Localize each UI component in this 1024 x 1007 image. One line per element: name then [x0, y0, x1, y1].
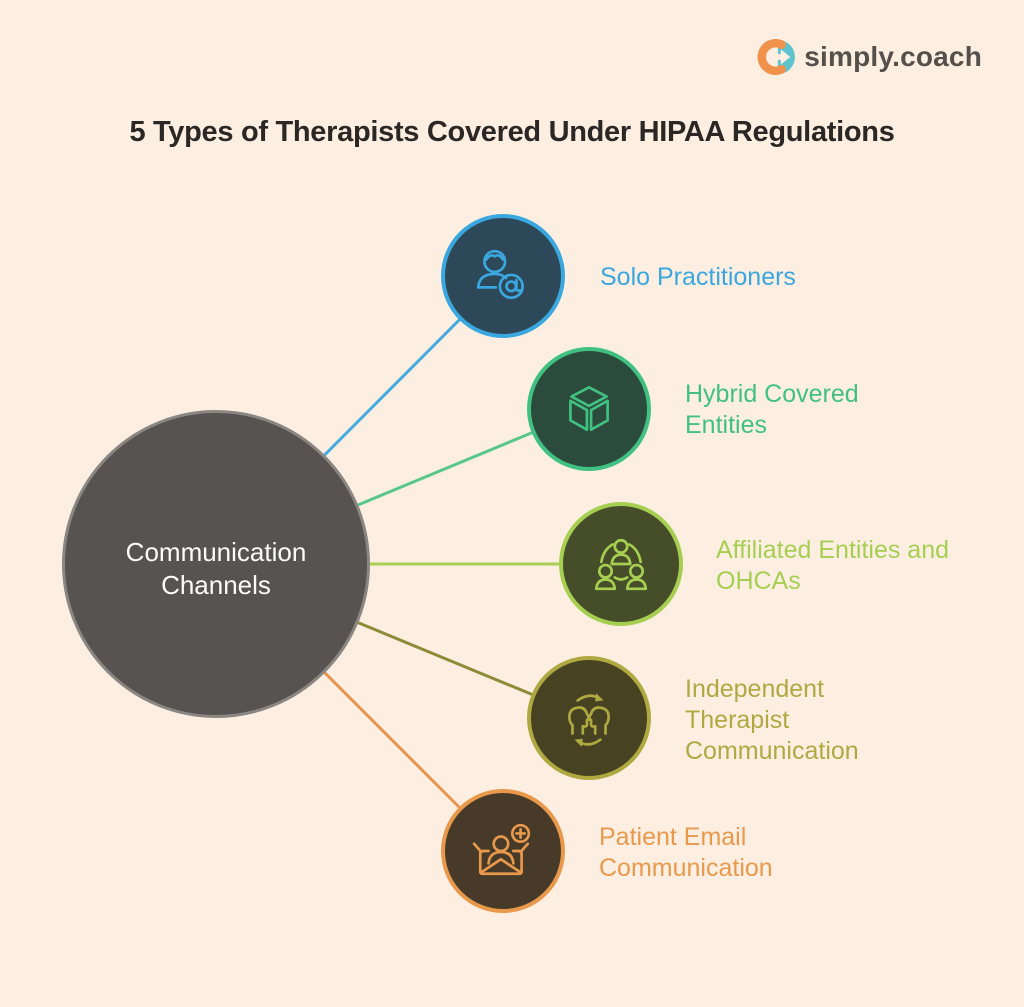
node-label: Solo Practitioners	[600, 263, 796, 291]
arrow-right-icon	[771, 49, 791, 65]
people-network-icon	[594, 538, 648, 591]
node-bubble	[441, 789, 565, 913]
node-bubble	[441, 214, 565, 338]
person-at-icon	[476, 249, 524, 300]
node-bubble	[527, 347, 651, 471]
profiles-sync-icon	[568, 693, 610, 747]
central-node-label: Communication Channels	[125, 537, 307, 600]
simply-coach-logo-icon	[757, 38, 796, 76]
node-label: Patient Email Communication	[599, 823, 773, 882]
brand-logo-text: simply.coach	[804, 41, 982, 72]
cube-icon	[569, 385, 609, 432]
node-bubble	[527, 656, 651, 780]
central-node-communication-channels: Communication Channels	[62, 410, 370, 718]
patient-email-icon	[472, 823, 531, 876]
page-title: 5 Types of Therapists Covered Under HIPA…	[129, 116, 895, 148]
node-bubble	[559, 502, 683, 626]
brand-logo: simply.coach	[757, 38, 982, 76]
node-label: Affiliated Entities and OHCAs	[716, 536, 950, 595]
node-label: Hybrid Covered Entities	[685, 380, 859, 439]
node-label: Independent Therapist Communication	[685, 675, 859, 765]
